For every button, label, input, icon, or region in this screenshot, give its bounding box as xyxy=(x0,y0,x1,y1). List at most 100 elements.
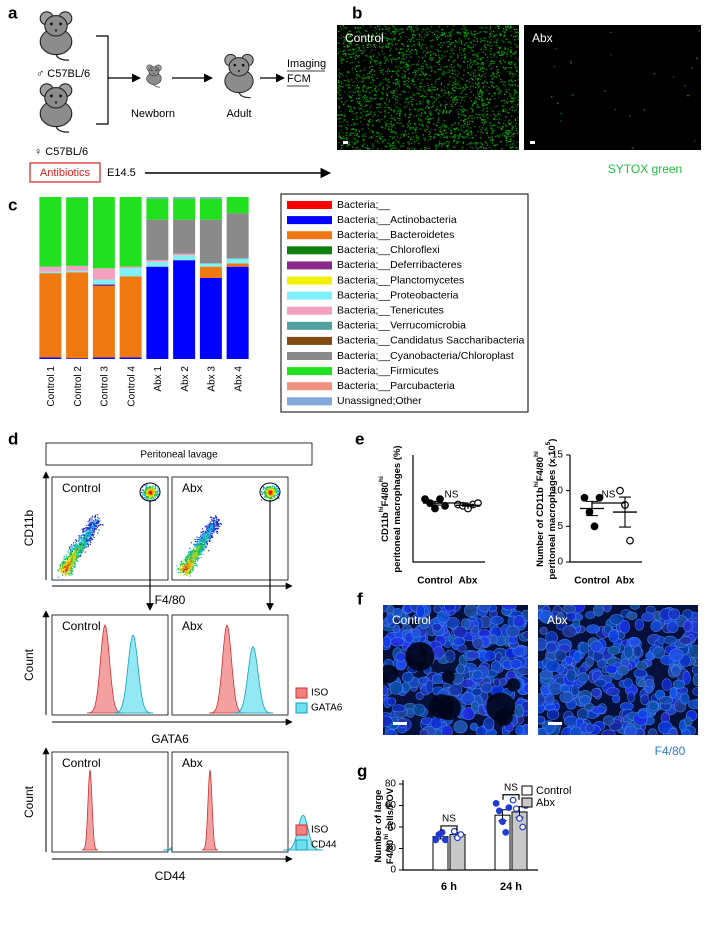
signal-dot xyxy=(410,52,412,54)
event-dot xyxy=(90,536,92,539)
signal-dot xyxy=(380,62,382,64)
signal-dot xyxy=(376,77,378,80)
event-dot xyxy=(65,575,67,577)
cell xyxy=(453,626,468,638)
signal-dot xyxy=(388,85,390,88)
signal-dot xyxy=(372,33,374,36)
event-dot xyxy=(77,545,80,547)
signal-dot xyxy=(396,43,398,45)
signal-dot xyxy=(382,86,384,88)
signal-dot xyxy=(408,53,410,56)
event-dot xyxy=(94,516,96,518)
event-dot xyxy=(63,561,65,564)
signal-dot xyxy=(494,106,496,108)
signal-dot xyxy=(367,147,370,150)
signal-dot xyxy=(382,140,384,142)
signal-dot xyxy=(386,119,388,122)
signal-dot xyxy=(629,115,631,117)
signal-dot xyxy=(474,30,476,33)
signal-dot xyxy=(408,60,410,62)
signal-dot xyxy=(477,77,479,80)
signal-dot xyxy=(447,147,449,149)
signal-dot xyxy=(507,100,509,103)
signal-dot xyxy=(412,127,414,129)
signal-dot xyxy=(408,113,411,116)
signal-dot xyxy=(428,103,430,105)
signal-dot xyxy=(465,35,468,37)
signal-dot xyxy=(504,35,506,37)
signal-dot xyxy=(348,53,350,55)
event-dot xyxy=(79,543,81,545)
event-dot xyxy=(89,543,91,545)
signal-dot xyxy=(412,36,414,38)
signal-dot xyxy=(458,124,460,126)
event-dot xyxy=(94,521,96,523)
signal-dot xyxy=(423,36,425,38)
signal-dot xyxy=(490,142,492,144)
signal-dot xyxy=(465,130,467,132)
event-dot xyxy=(85,535,87,537)
signal-dot xyxy=(451,97,453,99)
signal-dot xyxy=(389,144,391,146)
event-dot xyxy=(151,487,153,489)
signal-dot xyxy=(403,62,405,64)
signal-dot xyxy=(387,43,389,45)
cell xyxy=(672,679,685,690)
event-dot xyxy=(70,552,73,554)
signal-dot xyxy=(437,134,439,136)
signal-dot xyxy=(424,73,427,75)
cell xyxy=(572,618,581,628)
signal-dot xyxy=(448,43,451,45)
signal-dot xyxy=(362,146,364,148)
signal-dot xyxy=(407,125,409,127)
signal-dot xyxy=(421,71,423,73)
signal-dot xyxy=(340,81,342,83)
signal-dot xyxy=(349,42,352,44)
signal-dot xyxy=(446,145,448,148)
signal-dot xyxy=(374,27,376,29)
event-dot xyxy=(61,564,64,566)
signal-dot xyxy=(358,108,361,110)
signal-dot xyxy=(408,107,411,110)
signal-dot xyxy=(488,146,490,148)
event-dot xyxy=(88,529,90,531)
signal-dot xyxy=(397,137,399,139)
signal-dot xyxy=(463,74,465,76)
signal-dot xyxy=(464,33,466,35)
signal-dot xyxy=(483,86,485,88)
signal-dot xyxy=(425,118,427,120)
signal-dot xyxy=(511,129,513,131)
signal-dot xyxy=(397,99,399,101)
signal-dot xyxy=(423,60,426,62)
signal-dot xyxy=(495,56,497,58)
signal-dot xyxy=(438,26,440,28)
signal-dot xyxy=(399,108,401,110)
signal-dot xyxy=(511,102,513,104)
event-dot xyxy=(71,564,73,566)
signal-dot xyxy=(453,66,455,68)
signal-dot xyxy=(369,72,371,75)
signal-dot xyxy=(340,149,342,150)
signal-dot xyxy=(453,129,456,131)
cell xyxy=(679,636,693,645)
signal-dot xyxy=(560,112,562,115)
signal-dot xyxy=(363,111,365,113)
event-dot xyxy=(142,492,144,494)
signal-dot xyxy=(473,75,475,77)
signal-dot xyxy=(398,79,401,82)
signal-dot xyxy=(485,114,487,116)
signal-dot xyxy=(471,121,474,123)
signal-dot xyxy=(415,135,417,137)
signal-dot xyxy=(343,41,345,43)
signal-dot xyxy=(482,67,484,69)
signal-dot xyxy=(343,59,345,61)
event-dot xyxy=(88,538,90,540)
event-dot xyxy=(69,563,71,565)
event-dot xyxy=(59,564,61,566)
signal-dot xyxy=(470,66,472,68)
signal-dot xyxy=(453,98,455,100)
signal-dot xyxy=(448,110,451,112)
signal-dot xyxy=(435,54,437,56)
event-dot xyxy=(73,548,75,550)
signal-dot xyxy=(418,117,420,119)
